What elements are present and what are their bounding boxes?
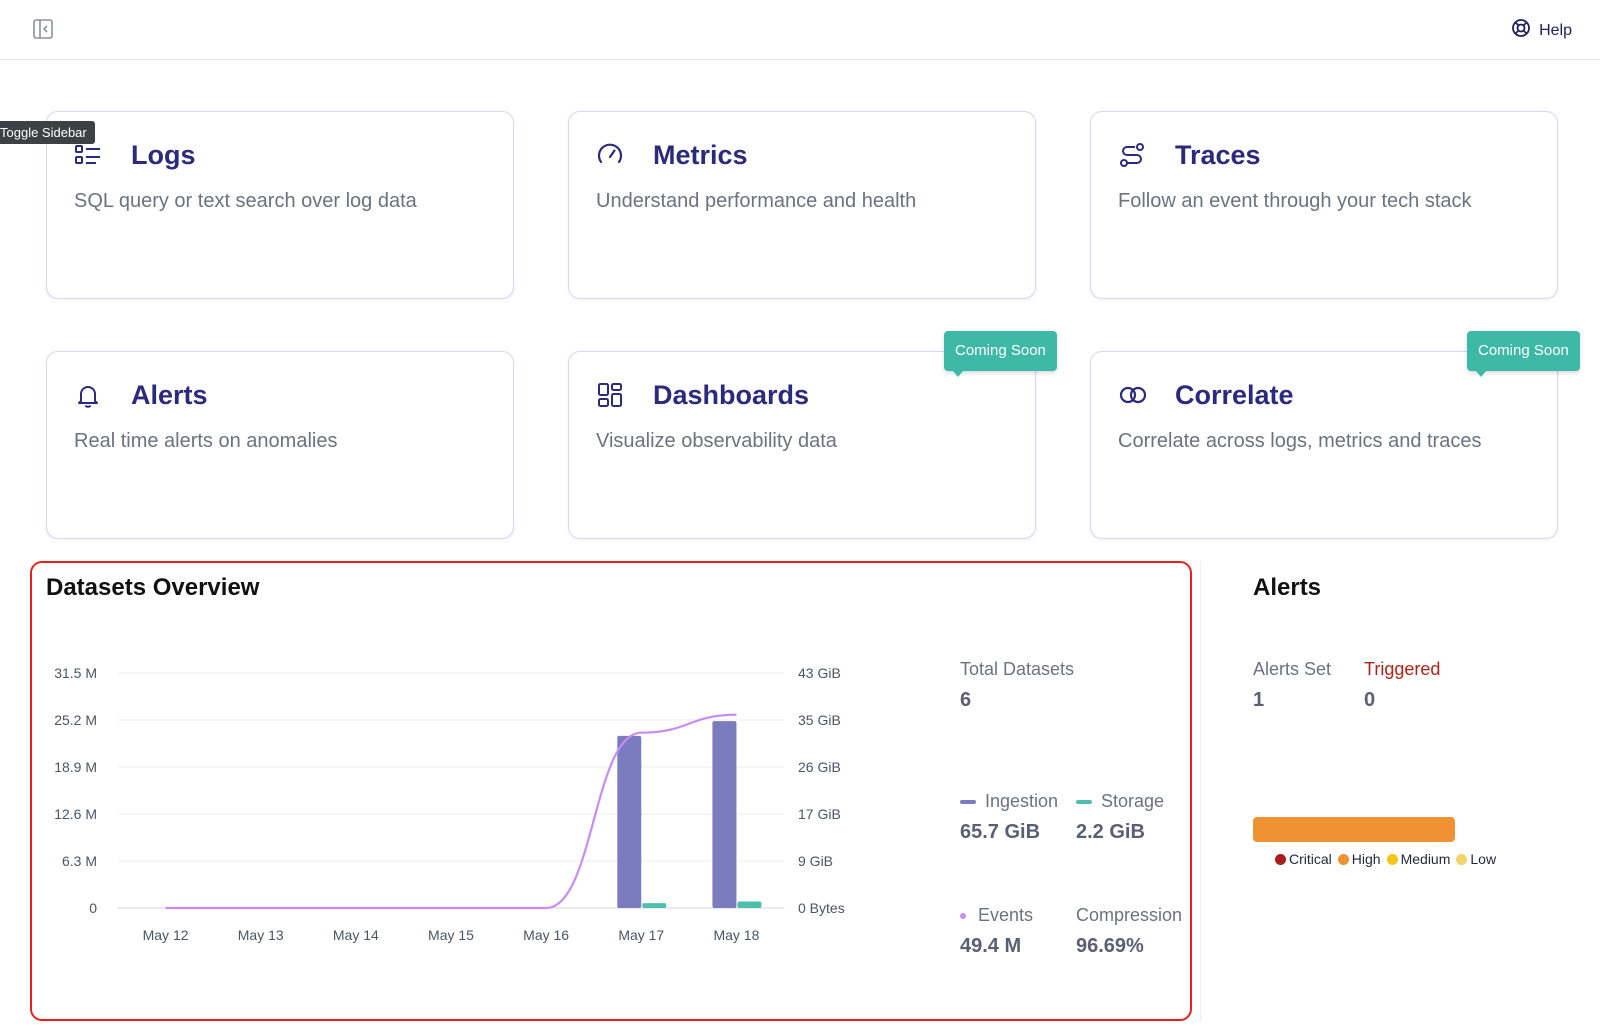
x-tick-label: May 16: [523, 927, 569, 943]
x-tick-label: May 15: [428, 927, 474, 943]
list-icon: [74, 141, 102, 169]
card-alerts[interactable]: Alerts Real time alerts on anomalies: [46, 351, 514, 539]
coming-soon-badge: Coming Soon: [1467, 331, 1580, 377]
card-description: Visualize observability data: [596, 430, 837, 452]
severity-dot: [1275, 854, 1286, 865]
y-right-tick-label: 9 GiB: [798, 853, 833, 869]
severity-segment-high: [1253, 817, 1455, 842]
y-right-tick-label: 35 GiB: [798, 712, 841, 728]
total-datasets-value: 6: [960, 689, 972, 711]
severity-legend: Critical High Medium Low: [1275, 845, 1515, 874]
link-circles-icon: [1118, 381, 1147, 409]
grid-icon: [596, 381, 624, 409]
x-tick-label: May 18: [713, 927, 759, 943]
events-swatch: [960, 913, 966, 920]
ingestion-bar: [712, 721, 737, 908]
help-button[interactable]: Help: [1511, 18, 1572, 43]
storage-value: 2.2 GiB: [1076, 821, 1145, 843]
events-value: 49.4 M: [960, 935, 1022, 957]
ingestion-label: Ingestion: [985, 791, 1059, 811]
card-traces[interactable]: Traces Follow an event through your tech…: [1090, 111, 1558, 299]
severity-label: Critical: [1289, 851, 1332, 867]
triggered-value: 0: [1364, 689, 1376, 711]
storage-bar: [642, 903, 667, 908]
y-left-tick-label: 0: [89, 900, 97, 916]
severity-label: Medium: [1400, 851, 1451, 867]
ingestion-legend: Ingestion: [960, 791, 1058, 812]
bell-icon: [74, 381, 102, 409]
severity-label: High: [1351, 851, 1381, 867]
toggle-sidebar-tooltip: Toggle Sidebar: [0, 121, 95, 144]
card-title: Alerts: [131, 380, 208, 410]
severity-label: Low: [1470, 851, 1497, 867]
y-right-tick-label: 17 GiB: [798, 806, 841, 822]
events-legend: Events: [960, 905, 1033, 926]
severity-legend-item: Critical: [1275, 845, 1332, 874]
alerts-set-label: Alerts Set: [1253, 659, 1332, 679]
events-line: [165, 713, 737, 910]
card-metrics[interactable]: Metrics Understand performance and healt…: [568, 111, 1036, 299]
panel-divider: [1200, 561, 1201, 1021]
top-bar: Help: [0, 0, 1600, 60]
severity-dot: [1456, 854, 1468, 865]
ingestion-bar: [617, 735, 642, 908]
ingestion-swatch: [960, 800, 976, 805]
compression-value: 96.69%: [1076, 935, 1144, 957]
severity-legend-item: High: [1337, 845, 1381, 874]
card-title: Metrics: [653, 140, 748, 170]
storage-swatch: [1076, 800, 1092, 805]
card-description: Understand performance and health: [596, 190, 917, 212]
storage-legend: Storage: [1076, 791, 1164, 812]
card-dashboards[interactable]: Dashboards Visualize observability data: [568, 351, 1036, 539]
x-tick-label: May 12: [143, 927, 189, 943]
card-description: Correlate across logs, metrics and trace…: [1118, 430, 1482, 452]
y-left-tick-label: 31.5 M: [54, 665, 97, 681]
ingestion-value: 65.7 GiB: [960, 821, 1041, 843]
y-right-tick-label: 26 GiB: [798, 759, 841, 775]
route-icon: [1118, 141, 1146, 169]
card-description: Follow an event through your tech stack: [1118, 190, 1472, 212]
x-tick-label: May 17: [618, 927, 664, 943]
card-title: Logs: [131, 140, 196, 170]
severity-legend-item: Low: [1456, 845, 1496, 874]
storage-label: Storage: [1101, 791, 1165, 811]
y-right-tick-label: 0 Bytes: [798, 900, 845, 916]
gauge-icon: [596, 141, 624, 169]
compression-label: Compression: [1076, 905, 1183, 925]
card-title: Traces: [1175, 140, 1261, 170]
severity-legend-item: Medium: [1386, 845, 1451, 874]
card-logs[interactable]: Logs SQL query or text search over log d…: [46, 111, 514, 299]
x-tick-label: May 13: [238, 927, 284, 943]
x-tick-label: May 14: [333, 927, 379, 943]
triggered-label: Triggered: [1364, 659, 1441, 679]
card-description: SQL query or text search over log data: [74, 190, 417, 212]
total-datasets-label: Total Datasets: [960, 659, 1075, 679]
card-description: Real time alerts on anomalies: [74, 430, 338, 452]
coming-soon-badge: Coming Soon: [944, 331, 1057, 377]
y-left-tick-label: 18.9 M: [54, 759, 97, 775]
alerts-set-value: 1: [1253, 689, 1265, 711]
y-right-tick-label: 43 GiB: [798, 665, 841, 681]
severity-bar: [1253, 817, 1455, 842]
lifebuoy-icon: [1511, 18, 1531, 43]
sidebar-toggle-icon[interactable]: [32, 18, 54, 40]
card-title: Correlate: [1175, 380, 1294, 410]
card-correlate[interactable]: Correlate Correlate across logs, metrics…: [1090, 351, 1558, 539]
datasets-overview-panel: [30, 561, 1192, 1021]
help-label: Help: [1539, 21, 1572, 39]
y-left-tick-label: 25.2 M: [54, 712, 97, 728]
datasets-overview-title: Datasets Overview: [46, 574, 260, 601]
alerts-panel-title: Alerts: [1253, 574, 1322, 601]
events-label: Events: [978, 905, 1034, 925]
severity-dot: [1386, 854, 1398, 865]
y-left-tick-label: 12.6 M: [54, 806, 97, 822]
storage-bar: [737, 901, 762, 908]
datasets-chart: 0 0 Bytes 6.3 M 9 GiB 12.6 M 17 GiB 18.9 M 26 G…: [54, 665, 845, 943]
card-title: Dashboards: [653, 380, 810, 410]
y-left-tick-label: 6.3 M: [62, 853, 97, 869]
severity-dot: [1337, 854, 1349, 865]
